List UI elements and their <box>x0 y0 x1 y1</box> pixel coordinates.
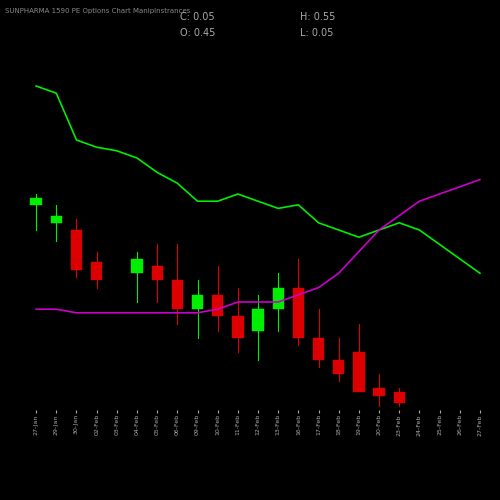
Bar <box>132 259 142 273</box>
Bar <box>333 360 344 374</box>
Bar <box>292 288 304 338</box>
Bar <box>272 288 284 309</box>
Bar <box>374 388 384 396</box>
Bar <box>91 262 102 280</box>
Bar <box>172 280 183 309</box>
Text: SUNPHARMA 1590 PE Options Chart ManipInstrances: SUNPHARMA 1590 PE Options Chart ManipIns… <box>5 8 190 14</box>
Bar <box>30 198 42 205</box>
Bar <box>152 266 163 280</box>
Bar <box>313 338 324 359</box>
Bar <box>252 309 264 331</box>
Bar <box>232 316 243 338</box>
Bar <box>71 230 82 270</box>
Bar <box>212 295 224 316</box>
Text: L: 0.05: L: 0.05 <box>300 28 334 38</box>
Bar <box>50 216 62 223</box>
Text: C: 0.05: C: 0.05 <box>180 12 214 22</box>
Text: O: 0.45: O: 0.45 <box>180 28 216 38</box>
Bar <box>353 352 364 392</box>
Bar <box>394 392 405 403</box>
Text: H: 0.55: H: 0.55 <box>300 12 336 22</box>
Bar <box>192 295 203 309</box>
